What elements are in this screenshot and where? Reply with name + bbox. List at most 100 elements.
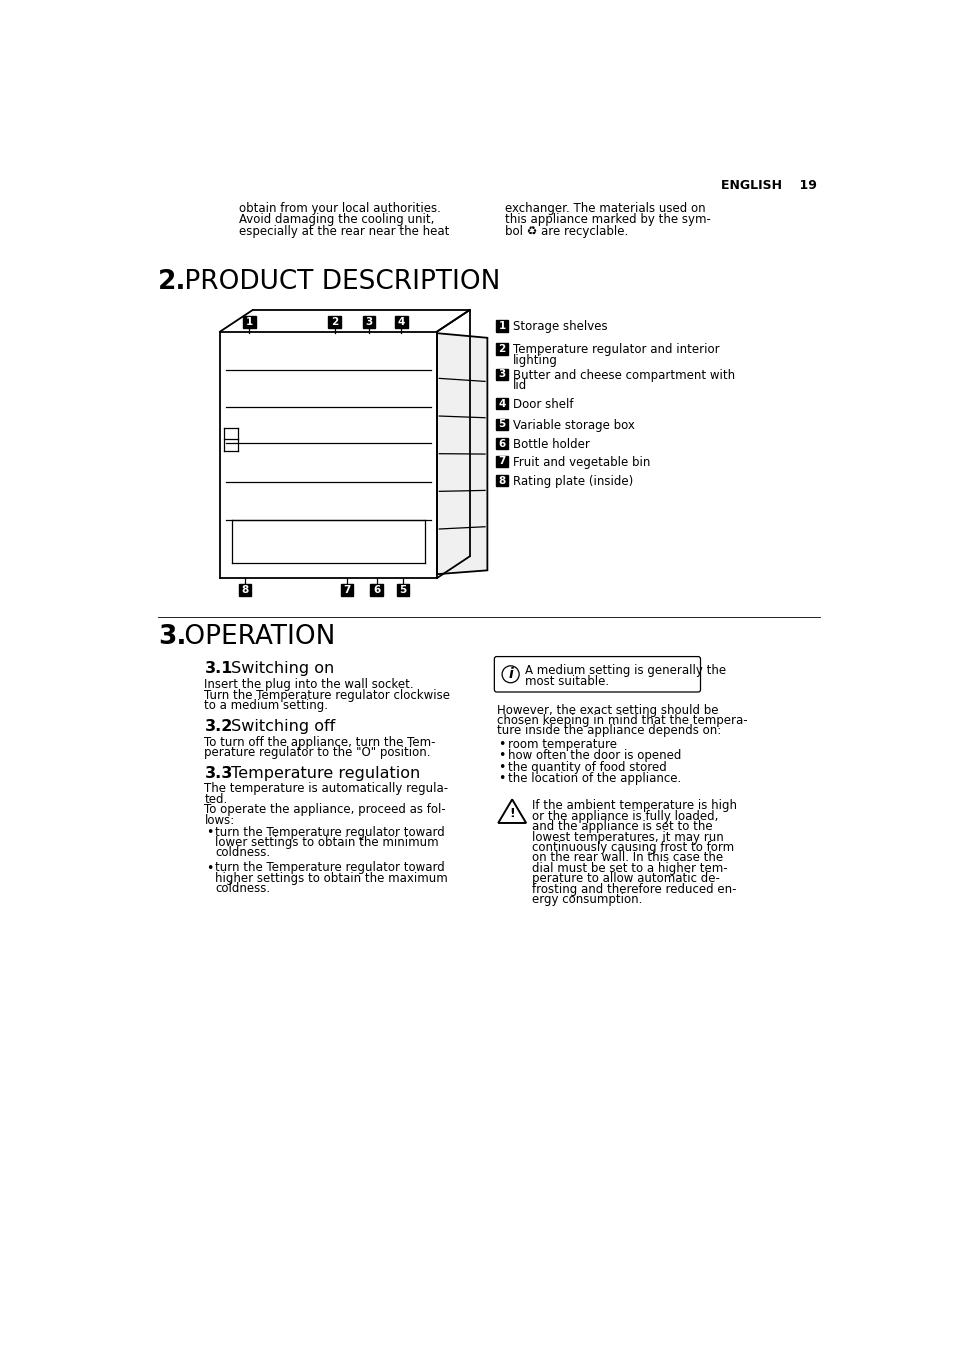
Text: ted.: ted. bbox=[204, 792, 228, 806]
Text: this appliance marked by the sym-: this appliance marked by the sym- bbox=[505, 214, 710, 226]
Text: on the rear wall. In this case the: on the rear wall. In this case the bbox=[531, 852, 722, 864]
Text: dial must be set to a higher tem-: dial must be set to a higher tem- bbox=[531, 861, 726, 875]
Bar bbox=[496, 343, 508, 354]
Text: 6: 6 bbox=[373, 585, 380, 595]
Text: Switching off: Switching off bbox=[226, 718, 335, 734]
Text: Turn the Temperature regulator clockwise: Turn the Temperature regulator clockwise bbox=[204, 688, 450, 702]
Text: bol ♻ are recyclable.: bol ♻ are recyclable. bbox=[505, 224, 628, 238]
Text: obtain from your local authorities.: obtain from your local authorities. bbox=[239, 203, 441, 215]
Text: room temperature: room temperature bbox=[507, 738, 616, 750]
Text: 7: 7 bbox=[343, 585, 351, 595]
Bar bbox=[496, 438, 508, 449]
Bar bbox=[362, 316, 375, 327]
Text: 3.2: 3.2 bbox=[204, 718, 233, 734]
Text: •: • bbox=[206, 863, 213, 875]
Text: ergy consumption.: ergy consumption. bbox=[531, 892, 641, 906]
Text: turn the Temperature regulator toward: turn the Temperature regulator toward bbox=[215, 826, 445, 838]
Text: 2.: 2. bbox=[158, 269, 186, 295]
Text: chosen keeping in mind that the tempera-: chosen keeping in mind that the tempera- bbox=[497, 714, 746, 727]
Text: Fruit and vegetable bin: Fruit and vegetable bin bbox=[513, 456, 650, 469]
Text: the quantity of food stored: the quantity of food stored bbox=[507, 761, 665, 773]
Text: 3.: 3. bbox=[158, 625, 186, 650]
Text: how often the door is opened: how often the door is opened bbox=[507, 749, 680, 763]
Text: 6: 6 bbox=[498, 438, 505, 449]
Text: 5: 5 bbox=[498, 419, 505, 430]
Bar bbox=[328, 316, 340, 327]
Text: and the appliance is set to the: and the appliance is set to the bbox=[531, 821, 712, 833]
Bar bbox=[340, 584, 353, 596]
Text: lower settings to obtain the minimum: lower settings to obtain the minimum bbox=[215, 836, 438, 849]
Text: !: ! bbox=[509, 807, 515, 819]
Text: 2: 2 bbox=[498, 343, 505, 354]
Text: exchanger. The materials used on: exchanger. The materials used on bbox=[505, 203, 705, 215]
Text: 5: 5 bbox=[399, 585, 406, 595]
Bar bbox=[496, 456, 508, 468]
Bar bbox=[396, 584, 409, 596]
Text: Avoid damaging the cooling unit,: Avoid damaging the cooling unit, bbox=[239, 214, 435, 226]
Text: to a medium setting.: to a medium setting. bbox=[204, 699, 328, 713]
Bar bbox=[238, 584, 251, 596]
Text: The temperature is automatically regula-: The temperature is automatically regula- bbox=[204, 783, 448, 795]
Bar bbox=[370, 584, 382, 596]
Bar bbox=[496, 397, 508, 410]
Text: Temperature regulation: Temperature regulation bbox=[226, 765, 420, 780]
Text: 1: 1 bbox=[498, 320, 505, 331]
Text: Insert the plug into the wall socket.: Insert the plug into the wall socket. bbox=[204, 679, 414, 691]
Text: higher settings to obtain the maximum: higher settings to obtain the maximum bbox=[215, 872, 448, 884]
Polygon shape bbox=[436, 333, 487, 575]
Text: lighting: lighting bbox=[513, 354, 558, 366]
Text: coldness.: coldness. bbox=[215, 846, 271, 860]
Text: the location of the appliance.: the location of the appliance. bbox=[507, 772, 680, 786]
Text: 3: 3 bbox=[365, 316, 372, 327]
Text: 7: 7 bbox=[497, 457, 505, 466]
Text: •: • bbox=[497, 738, 505, 750]
Text: If the ambient temperature is high: If the ambient temperature is high bbox=[531, 799, 736, 813]
Text: A medium setting is generally the: A medium setting is generally the bbox=[524, 664, 725, 676]
Text: •: • bbox=[497, 772, 505, 786]
Text: 4: 4 bbox=[497, 399, 505, 408]
Text: Butter and cheese compartment with: Butter and cheese compartment with bbox=[513, 369, 735, 381]
Text: perature to allow automatic de-: perature to allow automatic de- bbox=[531, 872, 719, 886]
Text: turn the Temperature regulator toward: turn the Temperature regulator toward bbox=[215, 861, 445, 875]
Text: 3.3: 3.3 bbox=[204, 765, 233, 780]
Text: PRODUCT DESCRIPTION: PRODUCT DESCRIPTION bbox=[175, 269, 499, 295]
Text: Bottle holder: Bottle holder bbox=[513, 438, 589, 452]
Text: 4: 4 bbox=[397, 316, 405, 327]
Bar bbox=[496, 320, 508, 331]
Text: •: • bbox=[497, 761, 505, 773]
Text: continuously causing frost to form: continuously causing frost to form bbox=[531, 841, 733, 854]
Text: Rating plate (inside): Rating plate (inside) bbox=[513, 475, 633, 488]
Bar bbox=[395, 316, 407, 327]
Text: most suitable.: most suitable. bbox=[524, 675, 608, 688]
Text: To operate the appliance, proceed as fol-: To operate the appliance, proceed as fol… bbox=[204, 803, 446, 817]
Text: 3.1: 3.1 bbox=[204, 661, 233, 676]
Text: Temperature regulator and interior: Temperature regulator and interior bbox=[513, 343, 719, 356]
Text: ture inside the appliance depends on:: ture inside the appliance depends on: bbox=[497, 725, 720, 737]
Text: coldness.: coldness. bbox=[215, 883, 271, 895]
Text: i: i bbox=[508, 668, 513, 681]
Text: Door shelf: Door shelf bbox=[513, 397, 573, 411]
Text: 3: 3 bbox=[498, 369, 505, 380]
Text: especially at the rear near the heat: especially at the rear near the heat bbox=[239, 224, 449, 238]
Text: Switching on: Switching on bbox=[226, 661, 335, 676]
Text: •: • bbox=[206, 826, 213, 840]
Text: perature regulator to the "O" position.: perature regulator to the "O" position. bbox=[204, 746, 431, 758]
Text: or the appliance is fully loaded,: or the appliance is fully loaded, bbox=[531, 810, 718, 823]
Text: lid: lid bbox=[513, 380, 527, 392]
Text: 1: 1 bbox=[246, 316, 253, 327]
Bar bbox=[496, 475, 508, 487]
Text: To turn off the appliance, turn the Tem-: To turn off the appliance, turn the Tem- bbox=[204, 735, 436, 749]
Bar bbox=[496, 419, 508, 430]
Text: frosting and therefore reduced en-: frosting and therefore reduced en- bbox=[531, 883, 736, 895]
Bar bbox=[243, 316, 255, 327]
Text: lowest temperatures, it may run: lowest temperatures, it may run bbox=[531, 830, 722, 844]
Text: 8: 8 bbox=[498, 476, 505, 485]
Text: ENGLISH    19: ENGLISH 19 bbox=[720, 180, 816, 192]
Text: OPERATION: OPERATION bbox=[175, 625, 335, 650]
Text: Storage shelves: Storage shelves bbox=[513, 320, 607, 333]
Text: •: • bbox=[497, 749, 505, 763]
Text: Variable storage box: Variable storage box bbox=[513, 419, 634, 431]
Text: 2: 2 bbox=[331, 316, 338, 327]
Text: However, the exact setting should be: However, the exact setting should be bbox=[497, 703, 718, 717]
Text: 8: 8 bbox=[241, 585, 248, 595]
